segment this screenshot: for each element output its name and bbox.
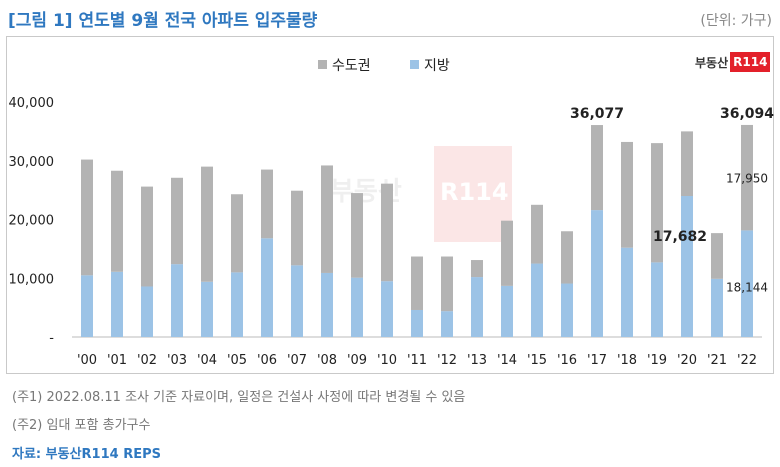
bar-segment xyxy=(291,265,303,337)
bar-segment xyxy=(81,159,93,276)
bar-segment xyxy=(201,166,213,282)
bar-segment xyxy=(171,264,183,337)
bar-segment xyxy=(561,283,573,337)
x-tick-label: '07 xyxy=(287,353,307,368)
legend-swatch xyxy=(318,60,327,69)
x-tick-label: '19 xyxy=(647,353,667,368)
bar-segment xyxy=(441,311,453,337)
data-label: 36,094 xyxy=(720,106,774,122)
x-tick-label: '01 xyxy=(107,353,127,368)
bar-segment xyxy=(681,196,693,337)
bar-segment xyxy=(741,124,753,231)
source-label: 자료: 부동산R114 REPS xyxy=(12,447,161,462)
y-tick-label: 30,000 xyxy=(9,155,55,170)
bar-segment xyxy=(531,263,543,337)
bar-segment xyxy=(291,190,303,266)
bar-segment xyxy=(381,281,393,337)
x-tick-label: '21 xyxy=(707,353,727,368)
x-tick-label: '12 xyxy=(437,353,457,368)
bar-segment xyxy=(681,131,693,196)
bar-segment xyxy=(321,165,333,273)
x-tick-label: '14 xyxy=(497,353,517,368)
x-tick-label: '13 xyxy=(467,353,487,368)
bar-segment xyxy=(351,277,363,337)
x-tick-label: '11 xyxy=(407,353,427,368)
bar-segment xyxy=(501,220,513,286)
y-tick-label: 10,000 xyxy=(9,272,55,287)
footnote-2: (주2) 임대 포함 총가구수 xyxy=(12,418,151,433)
chart-frame xyxy=(6,36,774,374)
bar-segment xyxy=(411,256,423,310)
bar-segment xyxy=(531,204,543,264)
bar-segment xyxy=(351,193,363,278)
bar-segment xyxy=(321,272,333,337)
bar-segment xyxy=(231,272,243,337)
x-tick-label: '18 xyxy=(617,353,637,368)
brand-logo: 부동산 R114 xyxy=(695,50,771,74)
x-tick-label: '02 xyxy=(137,353,157,368)
bar-segment xyxy=(141,186,153,287)
bar-segment xyxy=(201,281,213,337)
bar-segment xyxy=(411,309,423,337)
bar-segment xyxy=(111,170,123,272)
x-tick-label: '06 xyxy=(257,353,277,368)
y-tick-label: - xyxy=(49,331,54,346)
bar-segment xyxy=(591,125,603,211)
legend-label: 지방 xyxy=(424,58,450,74)
bar-segment xyxy=(561,231,573,284)
x-tick-label: '05 xyxy=(227,353,247,368)
bar-segment xyxy=(441,256,453,312)
logo-text: 부동산 xyxy=(695,55,729,70)
bar-segment xyxy=(261,169,273,239)
x-tick-label: '22 xyxy=(737,353,757,368)
bar-segment xyxy=(741,230,753,337)
bar-segment xyxy=(711,233,723,279)
x-tick-label: '10 xyxy=(377,353,397,368)
data-label: 17,950 xyxy=(726,172,768,186)
footnote-1: (주1) 2022.08.11 조사 기준 자료이며, 일정은 건설사 사정에 … xyxy=(12,390,466,405)
bar-segment xyxy=(171,177,183,265)
y-tick-label: 40,000 xyxy=(9,96,55,111)
bar-segment xyxy=(111,271,123,337)
logo-badge: R114 xyxy=(730,52,771,72)
legend-swatch xyxy=(410,60,419,69)
bar-segment xyxy=(501,285,513,337)
x-tick-label: '15 xyxy=(527,353,547,368)
x-tick-label: '04 xyxy=(197,353,217,368)
data-label: 18,144 xyxy=(726,281,768,295)
bar-segment xyxy=(651,143,663,263)
unit-label: (단위: 가구) xyxy=(700,13,772,29)
bar-segment xyxy=(81,275,93,337)
bar-segment xyxy=(381,183,393,282)
y-tick-label: 20,000 xyxy=(9,214,55,229)
x-tick-label: '16 xyxy=(557,353,577,368)
bar-segment xyxy=(651,262,663,337)
x-tick-label: '03 xyxy=(167,353,187,368)
bar-segment xyxy=(231,194,243,273)
bar-segment xyxy=(471,260,483,278)
x-tick-label: '09 xyxy=(347,353,367,368)
x-tick-label: '08 xyxy=(317,353,337,368)
x-tick-label: '00 xyxy=(77,353,97,368)
watermark-badge xyxy=(434,146,512,242)
x-tick-label: '17 xyxy=(587,353,607,368)
data-label: 36,077 xyxy=(570,106,624,122)
bar-segment xyxy=(471,277,483,337)
bar-segment xyxy=(141,286,153,337)
data-label: 17,682 xyxy=(653,229,707,245)
x-tick-label: '20 xyxy=(677,353,697,368)
bar-segment xyxy=(261,238,273,337)
bar-segment xyxy=(621,247,633,337)
bar-segment xyxy=(591,210,603,337)
legend-label: 수도권 xyxy=(332,58,371,74)
bar-segment xyxy=(711,278,723,337)
chart-title: [그림 1] 연도별 9월 전국 아파트 입주물량 xyxy=(8,11,318,31)
bar-segment xyxy=(621,141,633,248)
watermark-badge-text: R114 xyxy=(440,178,509,206)
